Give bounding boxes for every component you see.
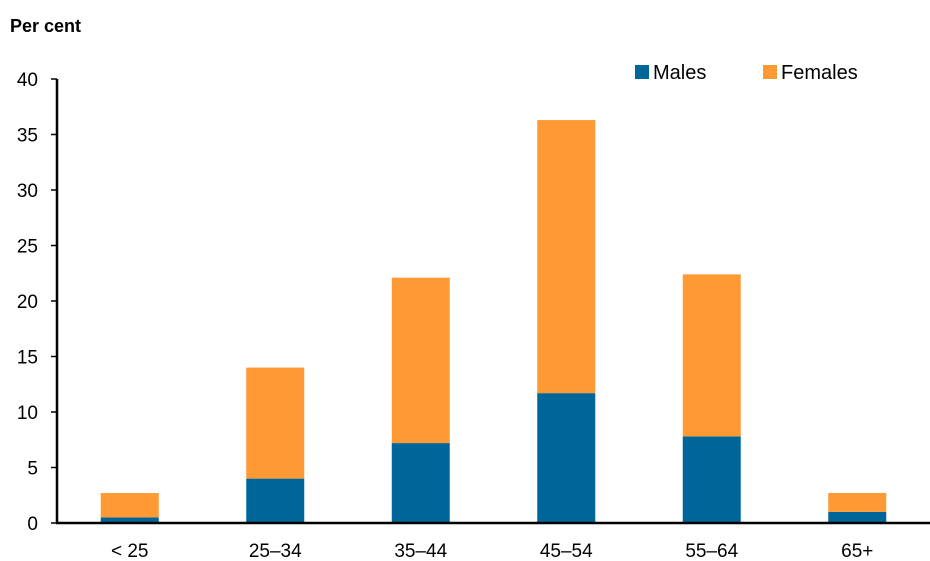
bar-females-5 [828,493,887,512]
x-tick-label: 25–34 [249,541,302,561]
bar-females-1 [246,367,305,479]
y-tick-label: 5 [27,459,38,480]
bars [100,120,887,523]
legend: Males Females [635,62,858,84]
y-tick-label: 25 [17,237,38,258]
bar-males-2 [391,443,450,523]
bar-males-3 [537,393,596,523]
x-tick-label: 45–54 [540,541,593,561]
x-tick-label: 65+ [841,541,873,561]
bar-males-4 [682,436,741,523]
y-tick-label: 35 [17,126,38,147]
y-tick-label: 0 [27,514,38,535]
y-tick-label: 10 [17,403,38,424]
legend-swatch-males [635,65,649,79]
y-tick-label: 15 [17,348,38,369]
bar-females-0 [100,493,159,518]
x-tick-label: < 25 [111,541,149,561]
x-axis-labels: < 25 25–34 35–44 45–54 55–64 65+ [111,541,873,561]
legend-label-males: Males [653,62,706,84]
y-axis-title: Per cent [10,16,81,36]
bar-males-1 [246,478,305,523]
x-tick-label: 35–44 [394,541,447,561]
y-tick-label: 30 [17,181,38,202]
x-tick-label: 55–64 [685,541,738,561]
legend-label-females: Females [781,62,858,84]
legend-swatch-females [763,65,777,79]
y-axis-ticks: 0 5 10 15 20 25 30 35 40 [17,70,57,535]
y-tick-label: 40 [17,70,38,91]
bar-males-5 [828,511,887,523]
bar-males-0 [100,517,159,523]
bar-females-4 [682,274,741,437]
bar-females-3 [537,120,596,394]
y-tick-label: 20 [17,292,38,313]
bar-females-2 [391,277,450,444]
